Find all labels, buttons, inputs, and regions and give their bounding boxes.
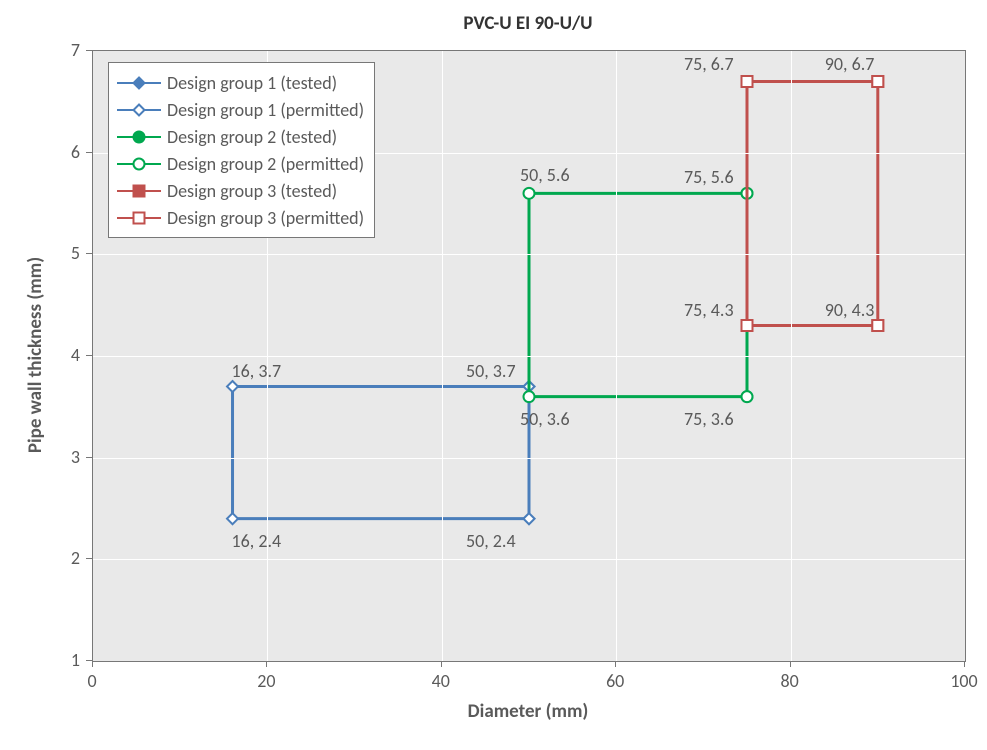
x-tick — [441, 661, 442, 667]
y-tick — [86, 50, 92, 51]
x-tick — [790, 661, 791, 667]
legend-swatch — [117, 154, 161, 174]
legend-label: Design group 2 (permitted) — [167, 153, 364, 175]
x-tick — [964, 661, 965, 667]
y-tick-label: 4 — [71, 344, 80, 366]
legend-label: Design group 3 (permitted) — [167, 207, 364, 229]
diamond-marker — [227, 513, 238, 524]
data-label: 16, 3.7 — [232, 360, 282, 382]
y-tick-label: 5 — [71, 242, 80, 264]
square-marker — [872, 76, 883, 87]
data-label: 75, 3.6 — [684, 408, 734, 430]
legend-swatch — [117, 208, 161, 228]
circle-marker — [742, 391, 753, 402]
legend-swatch — [117, 73, 161, 93]
data-label: 50, 5.6 — [520, 164, 570, 186]
diamond-marker — [134, 77, 145, 88]
legend-label: Design group 3 (tested) — [167, 180, 337, 202]
legend-item: Design group 2 (tested) — [117, 123, 364, 150]
circle-marker — [524, 391, 535, 402]
y-tick-label: 3 — [71, 446, 80, 468]
x-tick — [266, 661, 267, 667]
x-tick-label: 100 — [950, 670, 977, 692]
gridline-h — [93, 458, 965, 459]
square-marker — [742, 320, 753, 331]
chart-title: PVC-U EI 90-U/U — [463, 12, 592, 35]
data-label: 75, 4.3 — [684, 299, 734, 321]
x-tick-label: 40 — [432, 670, 450, 692]
square-marker — [134, 185, 145, 196]
data-label: 90, 6.7 — [825, 53, 875, 75]
gridline-h — [93, 559, 965, 560]
chart-container: PVC-U EI 90-U/U Pipe wall thickness (mm)… — [0, 0, 987, 750]
x-tick-label: 20 — [257, 670, 275, 692]
data-label: 75, 5.6 — [684, 166, 734, 188]
y-tick-label: 2 — [71, 547, 80, 569]
legend-item: Design group 2 (permitted) — [117, 150, 364, 177]
legend: Design group 1 (tested) Design group 1 (p… — [108, 62, 375, 238]
diamond-marker — [134, 104, 145, 115]
gridline-h — [93, 356, 965, 357]
legend-item: Design group 3 (permitted) — [117, 204, 364, 231]
x-tick — [615, 661, 616, 667]
legend-swatch — [117, 127, 161, 147]
legend-item: Design group 1 (permitted) — [117, 96, 364, 123]
data-label: 50, 3.7 — [466, 360, 516, 382]
data-label: 75, 6.7 — [684, 53, 734, 75]
circle-marker — [134, 158, 145, 169]
y-tick — [86, 660, 92, 661]
legend-item: Design group 1 (tested) — [117, 69, 364, 96]
diamond-marker — [524, 513, 535, 524]
y-axis-title: Pipe wall thickness (mm) — [24, 257, 47, 453]
x-tick-label: 0 — [87, 670, 96, 692]
y-tick-label: 6 — [71, 141, 80, 163]
circle-marker — [134, 131, 145, 142]
y-tick — [86, 253, 92, 254]
data-label: 50, 3.6 — [520, 408, 570, 430]
y-tick — [86, 558, 92, 559]
diamond-marker — [227, 381, 238, 392]
series-line — [747, 82, 878, 326]
x-axis-title: Diameter (mm) — [468, 700, 589, 723]
legend-item: Design group 3 (tested) — [117, 177, 364, 204]
circle-marker — [524, 188, 535, 199]
series-line — [233, 387, 529, 519]
gridline-h — [93, 254, 965, 255]
y-tick — [86, 355, 92, 356]
data-label: 90, 4.3 — [825, 299, 875, 321]
legend-swatch — [117, 181, 161, 201]
x-tick — [92, 661, 93, 667]
square-marker — [742, 76, 753, 87]
legend-label: Design group 1 (tested) — [167, 72, 337, 94]
square-marker — [134, 212, 145, 223]
data-label: 16, 2.4 — [232, 530, 282, 552]
legend-label: Design group 1 (permitted) — [167, 99, 364, 121]
square-marker — [872, 320, 883, 331]
series-line — [529, 193, 747, 396]
x-tick-label: 60 — [606, 670, 624, 692]
x-tick-label: 80 — [780, 670, 798, 692]
legend-swatch — [117, 100, 161, 120]
y-tick-label: 7 — [71, 39, 80, 61]
data-label: 50, 2.4 — [466, 530, 516, 552]
y-tick — [86, 152, 92, 153]
y-tick — [86, 457, 92, 458]
y-tick-label: 1 — [71, 649, 80, 671]
legend-label: Design group 2 (tested) — [167, 126, 337, 148]
